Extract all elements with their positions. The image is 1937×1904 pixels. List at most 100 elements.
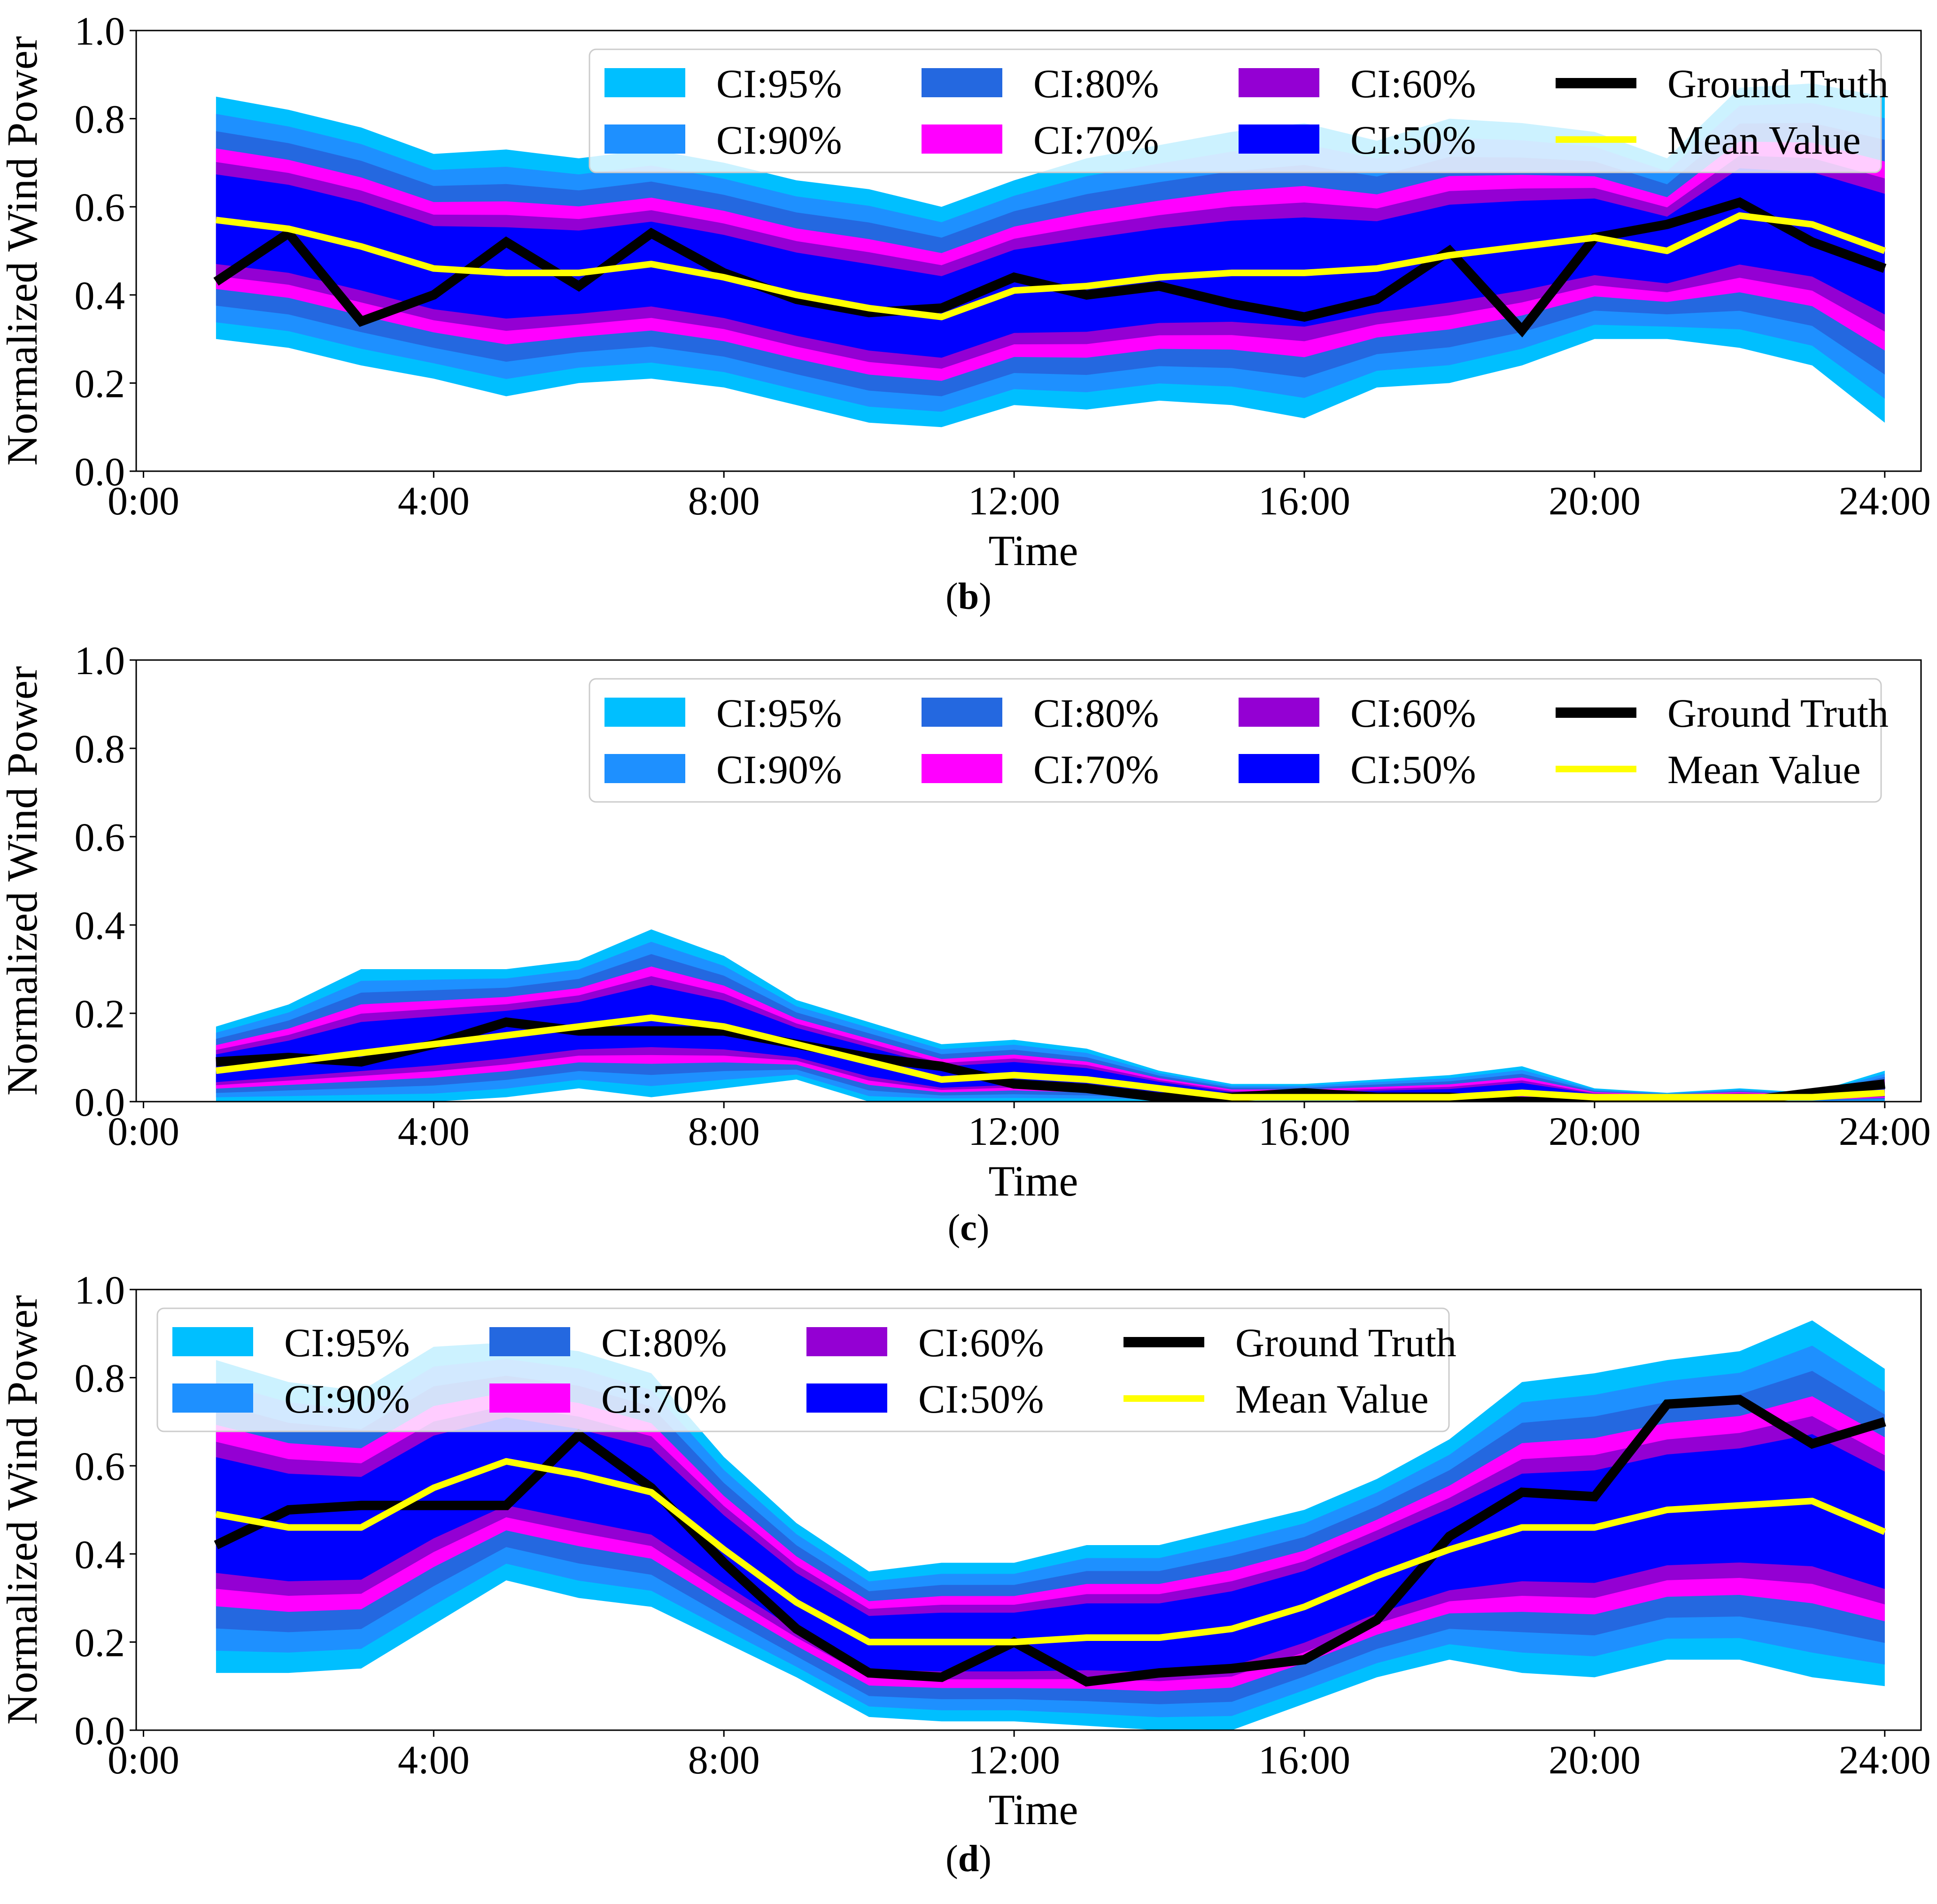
chart-panel-b: 0:00 4:00 8:00 12:00 16:00 20:00 24:00 0.0 0.2 0.… [0, 8, 1931, 617]
legend-swatch [489, 1383, 570, 1413]
legend: CI:95% CI:90% CI:80% CI:70% CI:60% CI:50% Grou… [156, 1307, 1457, 1432]
x-tick-label: 4:00 [398, 1737, 470, 1782]
legend-label: CI:95% [716, 691, 842, 736]
x-tick-label: 24:00 [1839, 1737, 1931, 1782]
y-axis-label: Normalized Wind Power [0, 1295, 46, 1725]
legend-label: Ground Truth [1667, 61, 1889, 106]
legend-label: Mean Value [1667, 747, 1861, 792]
legend-ci60: CI:60% [1239, 61, 1476, 106]
y-tick-label: 1.0 [75, 8, 125, 54]
legend-ci50: CI:50% [1239, 747, 1476, 792]
chart-panel-d: 0:00 4:00 8:00 12:00 16:00 20:00 24:00 0.0 0.2 0.… [0, 1267, 1931, 1880]
legend-label: CI:80% [1033, 61, 1159, 106]
legend-swatch [922, 68, 1002, 97]
legend-mean-value: Mean Value [1556, 747, 1861, 792]
x-tick-label: 8:00 [688, 1109, 760, 1154]
x-tick-label: 12:00 [968, 1109, 1060, 1154]
y-tick-label: 0.0 [75, 449, 125, 494]
legend-label: Ground Truth [1667, 691, 1889, 736]
legend-label: CI:70% [1033, 117, 1159, 163]
x-tick-label: 20:00 [1549, 1109, 1641, 1154]
legend-swatch [806, 1383, 887, 1413]
y-tick-label: 0.4 [75, 273, 125, 318]
legend-swatch [922, 698, 1002, 727]
legend-swatch [604, 124, 685, 154]
legend-swatch [172, 1327, 253, 1356]
legend-ci95: CI:95% [172, 1320, 410, 1365]
legend-label: CI:95% [716, 61, 842, 106]
legend-swatch [604, 698, 685, 727]
legend-ci50: CI:50% [1239, 117, 1476, 163]
axes-frame [135, 30, 1922, 472]
x-tick-label: 24:00 [1839, 478, 1931, 523]
axes-frame [135, 659, 1922, 1103]
y-tick-label: 0.6 [75, 1444, 125, 1489]
legend-label: Mean Value [1235, 1376, 1429, 1422]
legend-ci95: CI:95% [604, 61, 842, 106]
caption-close-paren: ) [977, 1207, 990, 1249]
legend-swatch [604, 754, 685, 783]
mean-value-line [215, 1458, 1886, 1646]
y-tick-label: 0.2 [75, 991, 125, 1036]
x-tick-label: 20:00 [1549, 1737, 1641, 1782]
y-tick-label: 0.8 [75, 97, 125, 142]
legend-label: CI:80% [1033, 691, 1159, 736]
legend-swatch [604, 68, 685, 97]
legend-swatch [1239, 698, 1319, 727]
legend-label: CI:50% [1350, 747, 1476, 792]
legend-swatch [1239, 68, 1319, 97]
legend-label: CI:90% [716, 747, 842, 792]
legend-ci60: CI:60% [1239, 691, 1476, 736]
legend-ci80: CI:80% [922, 61, 1159, 106]
legend-ground-truth: Ground Truth [1556, 691, 1889, 736]
legend-ground-truth: Ground Truth [1556, 61, 1889, 106]
y-axis-label: Normalized Wind Power [0, 666, 46, 1096]
legend: CI:95% CI:90% CI:80% CI:70% CI:60% CI:50% Grou… [589, 48, 1889, 173]
y-tick-label: 0.2 [75, 1620, 125, 1665]
y-tick-label: 0.0 [75, 1708, 125, 1753]
legend-label: CI:50% [918, 1376, 1044, 1422]
mean-value-line [216, 1014, 1885, 1101]
legend-mean-value: Mean Value [1123, 1376, 1429, 1422]
x-tick-label: 0:00 [108, 478, 179, 523]
legend-label: CI:60% [918, 1320, 1044, 1365]
x-tick-label: 16:00 [1258, 478, 1350, 523]
legend-label: CI:60% [1350, 691, 1476, 736]
legend-label: CI:95% [284, 1320, 410, 1365]
y-tick-label: 1.0 [75, 638, 125, 683]
legend-label: CI:70% [1033, 747, 1159, 792]
x-tick-label: 8:00 [688, 1737, 760, 1782]
legend-mean-value: Mean Value [1556, 117, 1861, 163]
panel-caption: (d) [945, 1838, 992, 1880]
legend-ci50: CI:50% [806, 1376, 1044, 1422]
ci-band-50-area [216, 1417, 1885, 1672]
y-tick-label: 0.8 [75, 726, 125, 771]
ground-truth-line [216, 1017, 1886, 1102]
x-tick-label: 8:00 [688, 478, 760, 523]
x-tick-label: 20:00 [1549, 478, 1641, 523]
x-tick-label: 16:00 [1258, 1109, 1350, 1154]
legend-swatch [922, 124, 1002, 154]
legend-label: Mean Value [1667, 117, 1861, 163]
x-tick-label: 12:00 [968, 478, 1060, 523]
legend-swatch [1239, 124, 1319, 154]
ground-truth-line [214, 1395, 1886, 1687]
y-tick-label: 0.4 [75, 903, 125, 948]
x-tick-label: 4:00 [398, 1109, 470, 1154]
y-tick-label: 1.0 [75, 1267, 125, 1313]
legend-swatch [1239, 754, 1319, 783]
legend-ci90: CI:90% [604, 117, 842, 163]
y-tick-label: 0.0 [75, 1080, 125, 1125]
x-axis-label: Time [989, 1786, 1078, 1834]
caption-open-paren: ( [945, 1838, 958, 1880]
x-axis-label: Time [989, 1157, 1078, 1205]
chart-panel-c: 0:00 4:00 8:00 12:00 16:00 20:00 24:00 0.0 0.2 0.… [0, 638, 1931, 1249]
legend-ci90: CI:90% [172, 1376, 410, 1422]
x-axis-label: Time [989, 527, 1078, 575]
panel-caption: (b) [945, 576, 992, 617]
y-tick-label: 0.4 [75, 1532, 125, 1577]
legend-label: CI:90% [284, 1376, 410, 1422]
legend: CI:95% CI:90% CI:80% CI:70% CI:60% CI:50% Grou… [589, 678, 1889, 803]
legend-ci90: CI:90% [604, 747, 842, 792]
legend-label: CI:80% [601, 1320, 727, 1365]
